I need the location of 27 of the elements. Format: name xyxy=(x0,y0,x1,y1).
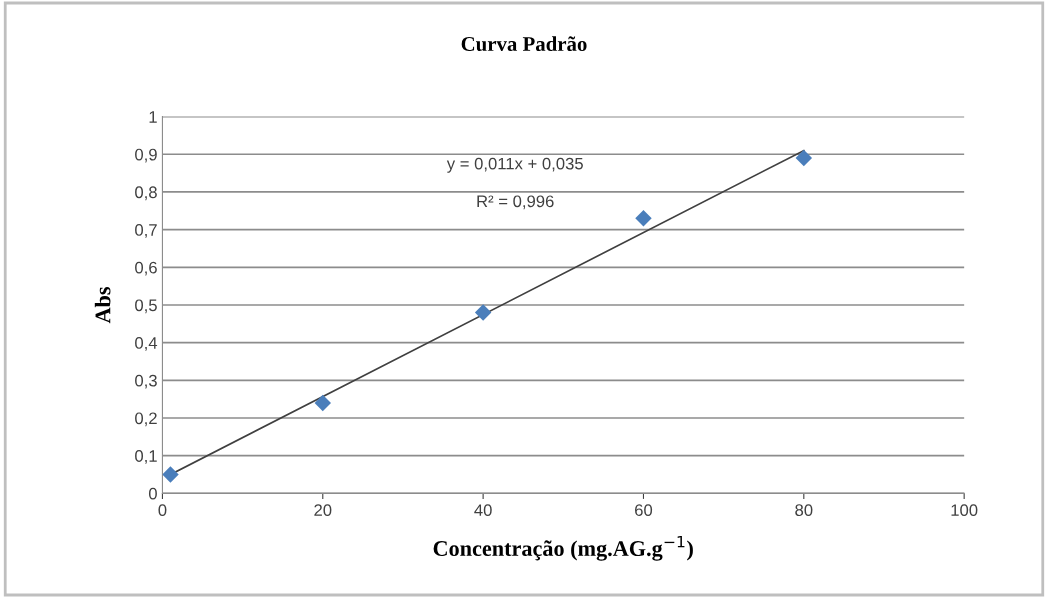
y-axis-title: Abs xyxy=(94,287,111,324)
x-tick-label: 100 xyxy=(951,504,978,517)
x-tick-label: 60 xyxy=(635,504,653,517)
point xyxy=(795,149,813,167)
point xyxy=(474,304,492,321)
y-tick-label: 0,9 xyxy=(135,148,157,163)
y-tick-label: 0,2 xyxy=(135,412,157,427)
x-axis-title: Concentração (mg.AG.g$^{−1}$) xyxy=(433,535,693,561)
x-tick-label: 20 xyxy=(314,504,332,517)
y-tick-label: 0,6 xyxy=(135,261,157,276)
y-tick-label: 0,3 xyxy=(135,374,157,389)
y-tick-label: 0,5 xyxy=(135,299,157,314)
y-tick-label: 0,7 xyxy=(135,224,157,238)
y-tick-label: 0 xyxy=(148,487,157,500)
y-tick-label: 0,1 xyxy=(135,450,157,464)
x-tick-label: 40 xyxy=(474,504,492,517)
point xyxy=(635,210,652,227)
y-tick-label: 0,8 xyxy=(135,186,157,201)
x-tick-label: 80 xyxy=(795,504,813,517)
point xyxy=(314,394,331,412)
annotation: R² = 0,996 xyxy=(477,195,554,210)
annotation: y = 0,011x + 0,035 xyxy=(446,157,583,173)
y-tick-label: 0,4 xyxy=(135,337,158,351)
x-tick-label: 0 xyxy=(158,504,167,517)
y-tick-label: 1 xyxy=(149,111,157,123)
point xyxy=(162,466,179,483)
chart-title: Curva Padrão xyxy=(461,36,587,52)
